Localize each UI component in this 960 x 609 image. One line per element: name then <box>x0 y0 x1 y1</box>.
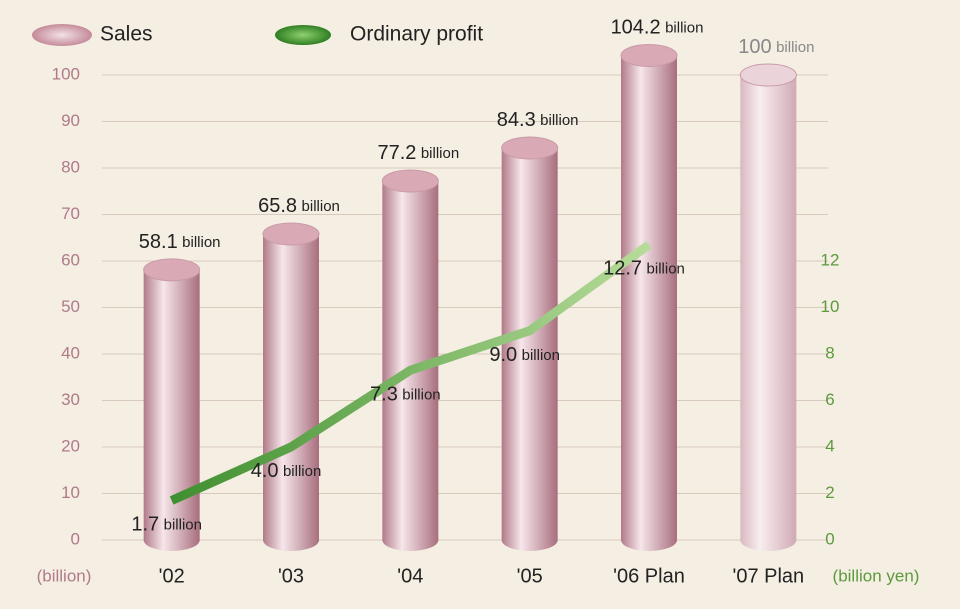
y-tick-label: 100 <box>52 64 80 83</box>
value-unit: billion <box>665 19 703 36</box>
bar-base <box>621 529 677 551</box>
value-unit: billion <box>522 347 560 364</box>
value-label: 12.7 billion <box>603 258 685 280</box>
y2-tick-label: 0 <box>825 529 834 548</box>
value-label: 1.7 billion <box>131 514 202 536</box>
value-unit: billion <box>182 234 220 251</box>
bar <box>501 136 559 551</box>
bar-body <box>501 148 558 540</box>
y-tick-label: 80 <box>61 157 80 176</box>
y-tick-label: 20 <box>61 436 80 455</box>
value-label: 77.2 billion <box>377 142 459 164</box>
value-unit: billion <box>283 463 321 480</box>
x-tick-label: '05 <box>517 565 543 587</box>
value-label: 58.1 billion <box>139 231 221 253</box>
y-tick-label: 10 <box>61 483 80 502</box>
value-number: 4.0 <box>251 460 279 482</box>
y-tick-label: 0 <box>71 529 80 548</box>
bar-body <box>263 234 319 540</box>
y2-tick-label: 12 <box>821 250 840 269</box>
value-unit: billion <box>647 261 685 278</box>
bar-top <box>739 63 797 87</box>
y-tick-label: 50 <box>61 297 80 316</box>
y-tick-label: 60 <box>61 250 80 269</box>
bar <box>262 222 320 551</box>
bar-top <box>381 169 439 193</box>
value-unit: billion <box>302 198 340 215</box>
legend-swatch <box>275 25 331 45</box>
bar-base <box>501 529 558 551</box>
value-number: 84.3 <box>497 109 536 131</box>
value-label: 9.0 billion <box>489 344 560 366</box>
legend-swatch <box>32 24 92 46</box>
value-label: 100 billion <box>738 36 814 58</box>
bar-base <box>263 529 319 551</box>
value-label: 84.3 billion <box>497 109 579 131</box>
value-label: 7.3 billion <box>370 384 441 406</box>
value-number: 65.8 <box>258 195 297 217</box>
y-tick-label: 30 <box>61 390 80 409</box>
line <box>169 241 652 505</box>
value-number: 1.7 <box>131 514 159 536</box>
bar-top <box>501 136 559 160</box>
x-tick-label: '04 <box>397 565 423 587</box>
legend-label: Ordinary profit <box>350 23 483 46</box>
bar-top <box>262 222 320 246</box>
value-label: 104.2 billion <box>611 17 704 39</box>
bar-base <box>382 529 439 551</box>
y2-axis-label: (billion yen) <box>833 566 920 585</box>
value-number: 100 <box>738 36 771 58</box>
bar <box>143 258 201 551</box>
value-number: 58.1 <box>139 231 178 253</box>
y2-tick-label: 4 <box>825 436 834 455</box>
y2-tick-label: 8 <box>825 343 834 362</box>
bar-top <box>143 258 201 282</box>
bar <box>739 63 797 551</box>
y-tick-label: 90 <box>61 111 80 130</box>
bar-base <box>740 529 797 551</box>
value-unit: billion <box>540 112 578 129</box>
value-unit: billion <box>164 516 202 533</box>
y2-tick-label: 6 <box>825 390 834 409</box>
value-label: 65.8 billion <box>258 195 340 217</box>
value-number: 104.2 <box>611 17 661 39</box>
value-unit: billion <box>421 145 459 162</box>
x-tick-label: '06 Plan <box>613 565 685 587</box>
y-axis-label: (billion) <box>37 566 92 585</box>
value-unit: billion <box>402 386 440 403</box>
x-tick-label: '03 <box>278 565 304 587</box>
bar <box>620 43 678 551</box>
bar-top <box>620 43 678 67</box>
legend-label: Sales <box>100 23 153 46</box>
x-tick-label: '07 Plan <box>733 565 805 587</box>
bar-base <box>143 529 200 551</box>
x-tick-label: '02 <box>159 565 185 587</box>
y2-tick-label: 10 <box>821 297 840 316</box>
value-number: 12.7 <box>603 258 642 280</box>
bar-body <box>740 75 797 540</box>
value-label: 4.0 billion <box>251 460 322 482</box>
value-number: 9.0 <box>489 344 517 366</box>
value-unit: billion <box>776 39 814 56</box>
bar-body <box>621 55 677 540</box>
y2-tick-label: 2 <box>825 483 834 502</box>
value-number: 7.3 <box>370 384 398 406</box>
value-number: 77.2 <box>377 142 416 164</box>
y-tick-label: 40 <box>61 343 80 362</box>
y-tick-label: 70 <box>61 204 80 223</box>
